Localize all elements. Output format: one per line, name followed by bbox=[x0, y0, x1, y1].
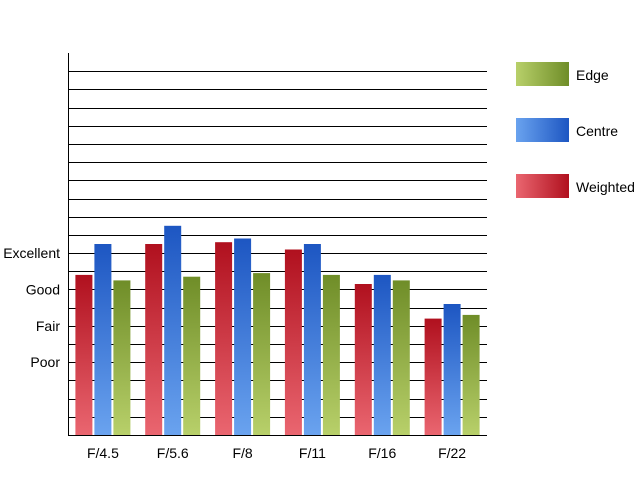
bar-edge-f-16 bbox=[392, 280, 410, 435]
x-tick-label: F/5.6 bbox=[157, 445, 189, 461]
y-tick-label: Excellent bbox=[3, 245, 60, 261]
x-tick-label: F/16 bbox=[368, 445, 396, 461]
bar-edge-f-4-5 bbox=[113, 280, 131, 435]
x-tick-labels: F/4.5 F/5.6 F/8 F/11 F/16 F/22 bbox=[87, 445, 466, 461]
bar-centre-f-22 bbox=[443, 304, 461, 435]
legend-swatch-centre bbox=[516, 118, 569, 142]
bar-weighted-f-22 bbox=[424, 318, 442, 435]
x-tick-label: F/8 bbox=[232, 445, 252, 461]
bar-centre-f-5-6 bbox=[164, 225, 182, 435]
bar-centre-f-4-5 bbox=[94, 244, 112, 435]
bars-group bbox=[75, 225, 480, 435]
bar-edge-f-8 bbox=[253, 273, 271, 435]
bar-centre-f-16 bbox=[373, 274, 391, 435]
axes bbox=[68, 53, 487, 436]
y-tick-label: Fair bbox=[36, 318, 60, 334]
grid-lines bbox=[68, 71, 487, 418]
bar-edge-f-11 bbox=[322, 274, 340, 435]
y-tick-label: Good bbox=[26, 281, 60, 297]
bar-edge-f-5-6 bbox=[183, 276, 201, 435]
legend-label-centre: Centre bbox=[576, 123, 618, 139]
bar-weighted-f-16 bbox=[354, 284, 372, 435]
x-tick-label: F/11 bbox=[299, 445, 326, 461]
legend-label-edge: Edge bbox=[576, 67, 609, 83]
bar-centre-f-8 bbox=[234, 238, 252, 435]
bar-weighted-f-11 bbox=[284, 249, 302, 435]
bar-edge-f-22 bbox=[462, 314, 480, 435]
y-tick-label: Poor bbox=[30, 354, 60, 370]
legend-label-weighted: Weighted bbox=[576, 179, 635, 195]
legend: Edge Centre Weighted bbox=[516, 62, 635, 198]
bar-weighted-f-5-6 bbox=[145, 244, 163, 435]
bar-centre-f-11 bbox=[303, 244, 321, 435]
legend-swatch-weighted bbox=[516, 174, 569, 198]
bar-weighted-f-4-5 bbox=[75, 274, 93, 435]
x-tick-label: F/22 bbox=[438, 445, 466, 461]
y-tick-labels: Poor Fair Good Excellent bbox=[3, 245, 60, 370]
legend-swatch-edge bbox=[516, 62, 569, 86]
bar-weighted-f-8 bbox=[215, 242, 233, 435]
x-tick-label: F/4.5 bbox=[87, 445, 119, 461]
